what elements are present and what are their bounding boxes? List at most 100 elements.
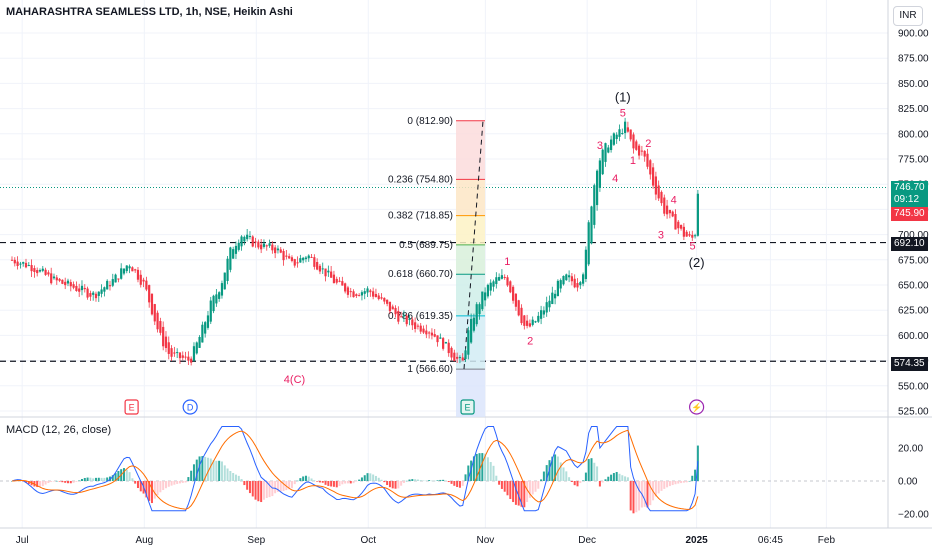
currency-button[interactable]: INR <box>893 6 923 26</box>
macd-histogram-bar <box>346 481 349 484</box>
macd-histogram-bar <box>192 464 195 481</box>
candle-body <box>405 315 408 325</box>
candle-body <box>111 279 114 286</box>
candle-body <box>439 337 442 339</box>
candle-body <box>332 274 336 284</box>
candle-body <box>584 249 587 280</box>
macd-histogram-bar <box>646 481 649 508</box>
wave-label: (1) <box>615 90 631 105</box>
candle-body <box>206 315 210 328</box>
macd-histogram-bar <box>302 476 305 481</box>
macd-histogram-bar <box>341 481 344 485</box>
macd-histogram-bar <box>534 481 537 492</box>
candle-body <box>33 268 36 272</box>
candle-body <box>629 129 632 140</box>
level-high-tag: 692.10 <box>891 237 928 251</box>
time-tick-label: Feb <box>818 535 836 546</box>
macd-histogram-bar <box>576 481 579 487</box>
macd-histogram-bar <box>408 479 411 481</box>
candle-body <box>520 307 523 324</box>
macd-histogram-bar <box>293 481 296 485</box>
macd-histogram-bar <box>201 456 204 481</box>
event-marker-label: D <box>187 403 194 413</box>
macd-histogram-bar <box>145 481 148 498</box>
candle-body <box>523 315 526 326</box>
candle-body <box>229 247 232 270</box>
candle-body <box>106 280 109 290</box>
candle-body <box>268 243 271 246</box>
candle-body <box>187 356 190 361</box>
macd-histogram-bar <box>523 481 526 508</box>
candle-body <box>195 342 198 354</box>
macd-histogram-bar <box>162 481 165 491</box>
fib-level-label: 0.618 (660.70) <box>388 269 453 280</box>
macd-histogram-bar <box>428 480 431 481</box>
candle-body <box>478 304 481 315</box>
wave-label: 3 <box>658 230 664 242</box>
macd-histogram-bar <box>537 481 540 489</box>
macd-histogram-bar <box>411 479 414 481</box>
macd-histogram-bar <box>654 481 657 497</box>
macd-histogram-bar <box>624 476 627 481</box>
candle-body <box>660 191 663 204</box>
macd-histogram-bar <box>436 480 439 481</box>
candle-body <box>349 291 352 293</box>
candle-body <box>162 326 165 347</box>
macd-histogram-bar <box>248 481 251 494</box>
time-tick-label: 2025 <box>685 535 708 546</box>
candle-body <box>313 257 316 267</box>
macd-histogram-bar <box>100 477 103 481</box>
macd-histogram-bar <box>167 481 170 487</box>
macd-histogram-bar <box>24 481 27 483</box>
time-tick-label: 06:45 <box>758 535 783 546</box>
macd-histogram-bar <box>64 481 67 483</box>
candle-body <box>83 287 86 290</box>
macd-histogram-bar <box>540 479 543 481</box>
macd-histogram-bar <box>296 480 299 482</box>
macd-histogram-bar <box>94 477 97 481</box>
macd-histogram-bar <box>621 475 624 481</box>
candle-body <box>607 147 610 153</box>
candle-body <box>243 236 246 242</box>
time-tick-label: Sep <box>247 535 265 546</box>
candle-body <box>489 282 492 291</box>
candle-body <box>640 150 643 152</box>
candle-body <box>595 170 599 206</box>
candle-body <box>540 310 543 319</box>
candle-body <box>346 287 350 295</box>
macd-histogram-bar <box>688 480 691 482</box>
candle-body <box>176 352 179 354</box>
candle-body <box>254 241 257 243</box>
macd-histogram-bar <box>176 481 179 484</box>
macd-histogram-bar <box>69 481 72 484</box>
candle-body <box>458 357 462 359</box>
candle-body <box>554 293 557 299</box>
candle-body <box>590 206 593 244</box>
candle-body <box>492 281 495 287</box>
candle-body <box>358 295 361 297</box>
macd-histogram-bar <box>394 481 397 489</box>
candle-body <box>24 262 28 268</box>
symbol-title[interactable]: MAHARASHTRA SEAMLESS LTD, 1h, NSE, Heiki… <box>6 6 293 18</box>
candle-body <box>512 286 515 301</box>
candle-body <box>621 133 624 135</box>
candle-body <box>232 249 235 259</box>
macd-histogram-bar <box>198 456 201 481</box>
candle-body <box>548 300 551 308</box>
candle-body <box>559 280 562 289</box>
macd-histogram-bar <box>332 481 335 487</box>
candle-body <box>397 311 400 322</box>
macd-histogram-bar <box>657 481 660 494</box>
price-tick-label: 625.00 <box>898 306 929 317</box>
candle-body <box>419 325 422 332</box>
wave-label: 5 <box>620 108 626 120</box>
candle-body <box>526 320 529 326</box>
candle-body <box>55 277 58 281</box>
candle-body <box>296 262 299 264</box>
candle-body <box>310 256 313 258</box>
macd-legend[interactable]: MACD (12, 26, close) <box>6 424 112 436</box>
candle-body <box>534 321 537 323</box>
wave-label: 2 <box>527 335 533 347</box>
macd-histogram-bar <box>643 481 646 507</box>
